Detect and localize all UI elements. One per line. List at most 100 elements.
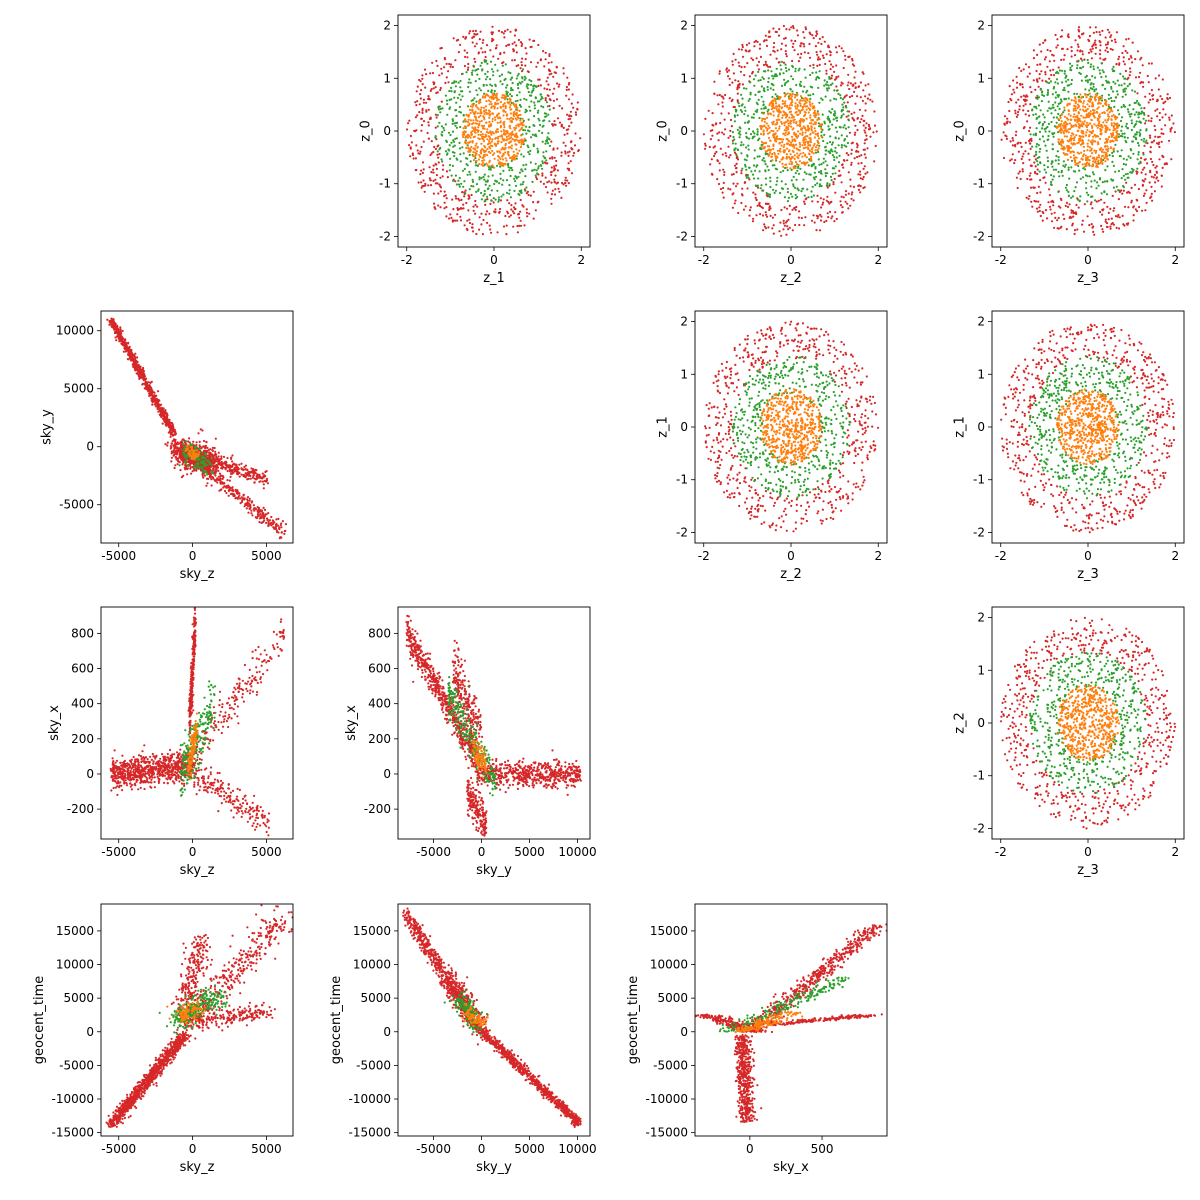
scatter-point (814, 122, 817, 126)
scatter-point (796, 29, 799, 32)
scatter-point (1077, 141, 1080, 144)
scatter-point (1013, 162, 1016, 165)
scatter-point (756, 184, 759, 187)
scatter-point (818, 229, 822, 232)
scatter-point (439, 86, 442, 90)
scatter-point (771, 227, 774, 230)
scatter-point (1063, 115, 1066, 118)
scatter-point (795, 120, 798, 124)
scatter-point (809, 173, 812, 176)
scatter-point (511, 42, 514, 45)
scatter-point (1091, 152, 1094, 155)
scatter-point (505, 159, 508, 162)
scatter-point (817, 41, 820, 44)
scatter-point (1057, 170, 1060, 174)
scatter-point (826, 80, 829, 84)
scatter-point (1083, 120, 1086, 123)
scatter-point (480, 47, 483, 50)
scatter-point (1144, 209, 1147, 212)
scatter-point (544, 99, 547, 102)
scatter-point (1151, 141, 1154, 144)
scatter-point (1122, 90, 1125, 93)
scatter-point (846, 110, 849, 113)
scatter-point (512, 113, 515, 116)
scatter-point (801, 90, 805, 93)
scatter-point (1047, 100, 1050, 103)
scatter-point (1036, 94, 1039, 97)
scatter-point (744, 165, 747, 168)
scatter-point (1086, 103, 1089, 106)
scatter-point (1029, 103, 1032, 106)
scatter-point (418, 152, 421, 155)
scatter-point (1016, 81, 1019, 84)
scatter-point (1084, 174, 1088, 177)
scatter-point (796, 124, 799, 127)
scatter-point (1107, 117, 1110, 121)
scatter-point (550, 193, 554, 196)
scatter-point (534, 96, 537, 99)
axes-frame (694, 14, 888, 248)
scatter-point (776, 49, 779, 52)
y-tick-label: -2 (676, 229, 688, 243)
scatter-point (564, 181, 567, 185)
scatter-point (486, 128, 489, 131)
scatter-point (492, 70, 495, 73)
scatter-point (1129, 148, 1132, 151)
scatter-point (483, 173, 486, 176)
scatter-point (790, 113, 793, 116)
scatter-point (1085, 161, 1089, 164)
scatter-point (516, 224, 519, 228)
scatter-point (440, 100, 443, 103)
scatter-point (474, 126, 477, 129)
scatter-point (1132, 135, 1135, 138)
scatter-point (459, 153, 462, 156)
scatter-point (1104, 218, 1107, 221)
scatter-point (1145, 128, 1148, 131)
scatter-point (1062, 111, 1065, 114)
scatter-point (874, 144, 877, 148)
scatter-point (490, 84, 494, 87)
scatter-point (1134, 208, 1137, 211)
scatter-point (788, 204, 791, 207)
scatter-point (1032, 49, 1035, 52)
scatter-point (495, 99, 499, 102)
scatter-point (486, 93, 489, 96)
scatter-point (780, 42, 784, 45)
scatter-point (827, 84, 830, 87)
scatter-point (468, 197, 471, 200)
scatter-point (448, 62, 451, 66)
scatter-point (1038, 156, 1041, 159)
scatter-point (474, 203, 477, 207)
scatter-point (1057, 102, 1060, 105)
scatter-point (1126, 172, 1129, 175)
scatter-point (1094, 52, 1097, 55)
scatter-point (435, 163, 438, 166)
scatter-point (570, 102, 573, 105)
scatter-point (767, 202, 770, 205)
scatter-point (532, 201, 535, 204)
scatter-point (849, 82, 853, 85)
scatter-point (488, 212, 491, 215)
scatter-point (503, 130, 506, 134)
scatter-point (464, 55, 467, 59)
scatter-point (503, 78, 506, 82)
scatter-point (1046, 81, 1049, 84)
scatter-point (1009, 140, 1012, 143)
scatter-point (764, 169, 767, 172)
scatter-point (780, 208, 783, 212)
scatter-point (1048, 130, 1051, 133)
scatter-point (1037, 85, 1040, 88)
scatter-point (484, 72, 487, 76)
scatter-point (431, 61, 434, 64)
scatter-point (1069, 118, 1072, 121)
scatter-point (481, 133, 484, 136)
scatter-point (850, 152, 853, 155)
scatter-point (553, 178, 556, 181)
scatter-point (1020, 157, 1023, 161)
scatter-point (489, 123, 492, 126)
scatter-point (480, 61, 483, 64)
scatter-point (827, 46, 831, 49)
scatter-point (1140, 107, 1143, 110)
scatter-point (567, 88, 571, 91)
scatter-point (508, 124, 512, 127)
